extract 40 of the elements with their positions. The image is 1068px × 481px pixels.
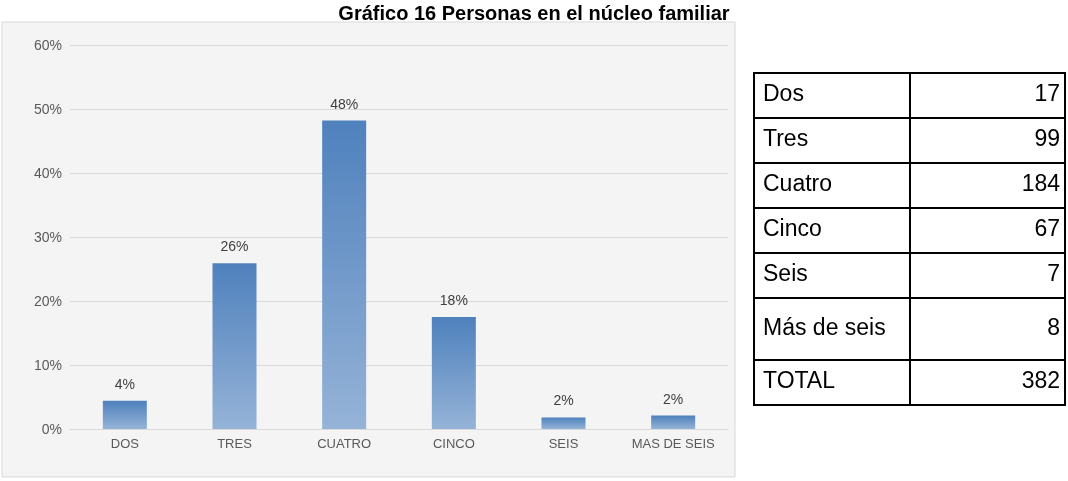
x-tick-label: DOS (110, 436, 140, 451)
x-tick-label: TRES (217, 436, 253, 451)
y-tick-label: 60% (33, 37, 62, 53)
bar (651, 415, 696, 429)
data-label: 8 (909, 298, 1065, 360)
x-tick-label: CINCO (432, 436, 475, 451)
chart-title: Gráfico 16 Personas en el núcleo familiar (338, 2, 730, 24)
data-label: 48% (330, 95, 359, 112)
data-label: 4% (114, 375, 135, 392)
data-label: 17 (909, 73, 1065, 118)
bar (322, 120, 367, 429)
x-tick-label: CUATRO (317, 436, 372, 451)
category-label: Tres (754, 118, 910, 163)
category-label: Dos (754, 73, 910, 118)
bar (212, 263, 257, 429)
data-label: 7 (909, 253, 1065, 298)
category-label: Cinco (754, 208, 910, 253)
category-label: Más de seis (754, 298, 910, 360)
data-label: 2% (553, 392, 574, 409)
x-tick-label: SEIS (548, 436, 579, 451)
y-tick-label: 20% (33, 293, 62, 309)
y-tick-label: 40% (33, 165, 62, 181)
bar (431, 317, 476, 429)
y-tick-label: 0% (41, 421, 62, 437)
data-label: 18% (439, 292, 468, 308)
category-label: Cuatro (754, 163, 910, 208)
y-tick-label: 30% (33, 229, 62, 245)
bar (102, 400, 147, 429)
data-label: 382 (909, 360, 1065, 405)
data-label: 99 (909, 118, 1065, 163)
data-label: 2% (663, 390, 684, 407)
y-tick-label: 10% (33, 357, 62, 373)
data-label: 26% (220, 238, 249, 255)
category-label: TOTAL (754, 360, 910, 405)
data-label: 184 (909, 163, 1065, 208)
category-label: Seis (754, 253, 910, 298)
data-label: 67 (909, 208, 1065, 253)
bar (541, 417, 586, 429)
x-tick-label: MAS DE SEIS (631, 436, 716, 451)
y-tick-label: 50% (33, 101, 62, 117)
